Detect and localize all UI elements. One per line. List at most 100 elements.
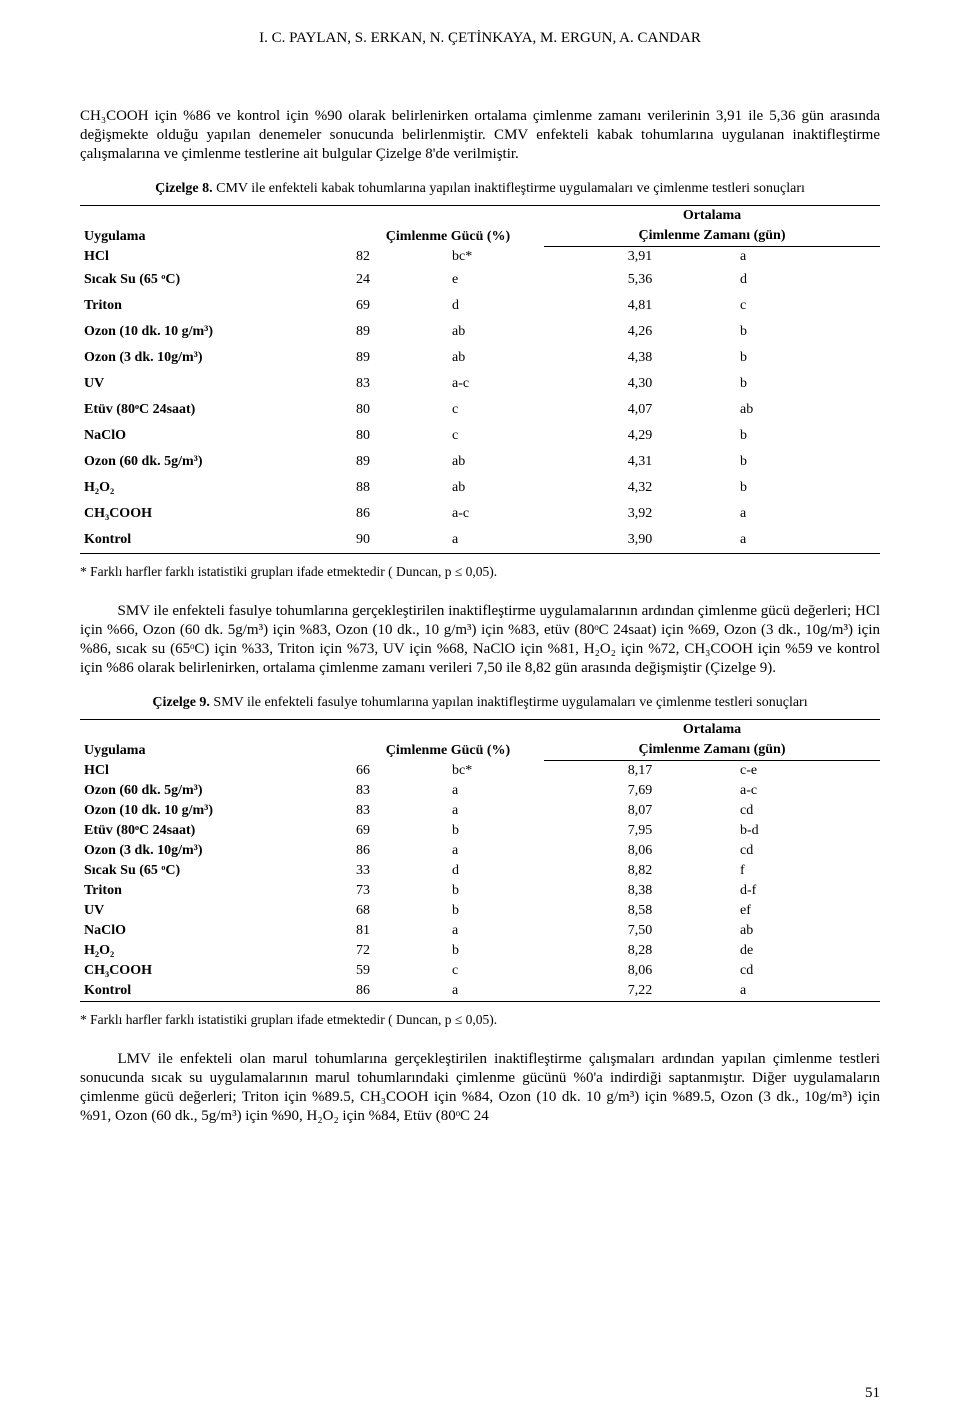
cell-treatment: Ozon (3 dk. 10g/m³) — [80, 841, 352, 861]
cell-germ-value: 68 — [352, 901, 448, 921]
cell-time-value: 7,50 — [544, 921, 736, 941]
cell-germ-group: d — [448, 861, 544, 881]
cell-germ-value: 69 — [352, 821, 448, 841]
cell-germ-group: a — [448, 981, 544, 1002]
cell-time-group: b — [736, 345, 880, 371]
table9-footnote: * Farklı harfler farklı istatistiki grup… — [80, 1012, 880, 1028]
cell-time-group: b-d — [736, 821, 880, 841]
cell-germ-value: 69 — [352, 293, 448, 319]
cell-treatment: CH₃COOH — [80, 501, 352, 527]
cell-time-value: 8,06 — [544, 961, 736, 981]
cell-time-group: b — [736, 475, 880, 501]
cell-time-value: 4,29 — [544, 423, 736, 449]
table-row: Kontrol86a7,22a — [80, 981, 880, 1002]
cell-treatment: H₂O₂ — [80, 941, 352, 961]
cell-germ-value: 89 — [352, 319, 448, 345]
table-row: Etüv (80ᵒC 24saat)80c4,07ab — [80, 397, 880, 423]
table-row: HCl82bc*3,91a — [80, 247, 880, 268]
table-row: UV83a-c4,30b — [80, 371, 880, 397]
cell-germ-value: 72 — [352, 941, 448, 961]
cell-treatment: UV — [80, 371, 352, 397]
table-row: Ozon (3 dk. 10g/m³)86a8,06cd — [80, 841, 880, 861]
cell-time-group: a — [736, 981, 880, 1002]
cell-germ-group: c — [448, 397, 544, 423]
cell-time-group: f — [736, 861, 880, 881]
cell-time-value: 8,58 — [544, 901, 736, 921]
cell-time-value: 8,06 — [544, 841, 736, 861]
th-time: Çimlenme Zamanı (gün) — [544, 226, 880, 247]
cell-time-value: 3,92 — [544, 501, 736, 527]
cell-germ-group: c — [448, 423, 544, 449]
table9-caption: Çizelge 9. SMV ile enfekteli fasulye toh… — [80, 695, 880, 711]
cell-treatment: H₂O₂ — [80, 475, 352, 501]
cell-germ-group: a-c — [448, 371, 544, 397]
cell-germ-value: 89 — [352, 449, 448, 475]
cell-time-value: 8,38 — [544, 881, 736, 901]
cell-time-value: 8,28 — [544, 941, 736, 961]
cell-germ-group: b — [448, 901, 544, 921]
cell-treatment: Sıcak Su (65 ᵒC) — [80, 861, 352, 881]
table-row: H₂O₂88ab4,32b — [80, 475, 880, 501]
table-row: Triton73b8,38d-f — [80, 881, 880, 901]
cell-germ-group: bc* — [448, 761, 544, 782]
cell-time-value: 7,69 — [544, 781, 736, 801]
cell-germ-value: 80 — [352, 397, 448, 423]
cell-time-value: 3,91 — [544, 247, 736, 268]
table-row: CH₃COOH86a-c3,92a — [80, 501, 880, 527]
cell-germ-group: a — [448, 527, 544, 554]
table9-caption-bold: Çizelge 9. — [152, 695, 210, 710]
cell-time-group: a-c — [736, 781, 880, 801]
cell-time-value: 4,30 — [544, 371, 736, 397]
cell-time-group: ab — [736, 921, 880, 941]
table9-caption-rest: SMV ile enfekteli fasulye tohumlarına ya… — [210, 695, 808, 710]
cell-time-value: 4,38 — [544, 345, 736, 371]
table8-caption-bold: Çizelge 8. — [155, 181, 213, 196]
th-treatment: Uygulama — [80, 206, 352, 247]
cell-time-value: 8,82 — [544, 861, 736, 881]
table8-caption: Çizelge 8. CMV ile enfekteli kabak tohum… — [80, 181, 880, 197]
cell-time-group: c-e — [736, 761, 880, 782]
table-row: Ozon (10 dk. 10 g/m³)83a8,07cd — [80, 801, 880, 821]
cell-germ-group: a — [448, 921, 544, 941]
cell-germ-value: 83 — [352, 371, 448, 397]
cell-time-group: b — [736, 371, 880, 397]
cell-treatment: Ozon (3 dk. 10g/m³) — [80, 345, 352, 371]
table-row: Triton69d4,81c — [80, 293, 880, 319]
table-row: Ozon (10 dk. 10 g/m³)89ab4,26b — [80, 319, 880, 345]
cell-germ-value: 24 — [352, 267, 448, 293]
cell-germ-value: 86 — [352, 501, 448, 527]
cell-germ-value: 83 — [352, 801, 448, 821]
cell-germ-value: 86 — [352, 981, 448, 1002]
table-row: Sıcak Su (65 ᵒC)24e5,36d — [80, 267, 880, 293]
cell-time-value: 7,22 — [544, 981, 736, 1002]
cell-time-group: a — [736, 247, 880, 268]
cell-time-group: cd — [736, 841, 880, 861]
table-9: Uygulama Çimlenme Gücü (%) Ortalama Çiml… — [80, 719, 880, 1002]
cell-time-group: c — [736, 293, 880, 319]
cell-germ-value: 82 — [352, 247, 448, 268]
paragraph-3: LMV ile enfekteli olan marul tohumlarına… — [80, 1050, 880, 1125]
cell-germ-group: ab — [448, 345, 544, 371]
table-row: Etüv (80ᵒC 24saat)69b7,95b-d — [80, 821, 880, 841]
th9-germ: Çimlenme Gücü (%) — [352, 720, 544, 761]
table-8: Uygulama Çimlenme Gücü (%) Ortalama Çiml… — [80, 205, 880, 554]
cell-treatment: Ozon (60 dk. 5g/m³) — [80, 781, 352, 801]
cell-time-group: ef — [736, 901, 880, 921]
cell-germ-group: a-c — [448, 501, 544, 527]
cell-treatment: CH₃COOH — [80, 961, 352, 981]
cell-treatment: Ozon (60 dk. 5g/m³) — [80, 449, 352, 475]
cell-germ-value: 66 — [352, 761, 448, 782]
cell-time-group: b — [736, 319, 880, 345]
cell-treatment: UV — [80, 901, 352, 921]
cell-germ-value: 86 — [352, 841, 448, 861]
cell-time-value: 4,07 — [544, 397, 736, 423]
cell-germ-value: 59 — [352, 961, 448, 981]
cell-germ-group: c — [448, 961, 544, 981]
cell-germ-value: 83 — [352, 781, 448, 801]
table-row: Kontrol90a3,90a — [80, 527, 880, 554]
table-row: Ozon (60 dk. 5g/m³)89ab4,31b — [80, 449, 880, 475]
table-row: UV68b8,58ef — [80, 901, 880, 921]
cell-germ-group: e — [448, 267, 544, 293]
cell-time-group: cd — [736, 961, 880, 981]
cell-time-value: 3,90 — [544, 527, 736, 554]
